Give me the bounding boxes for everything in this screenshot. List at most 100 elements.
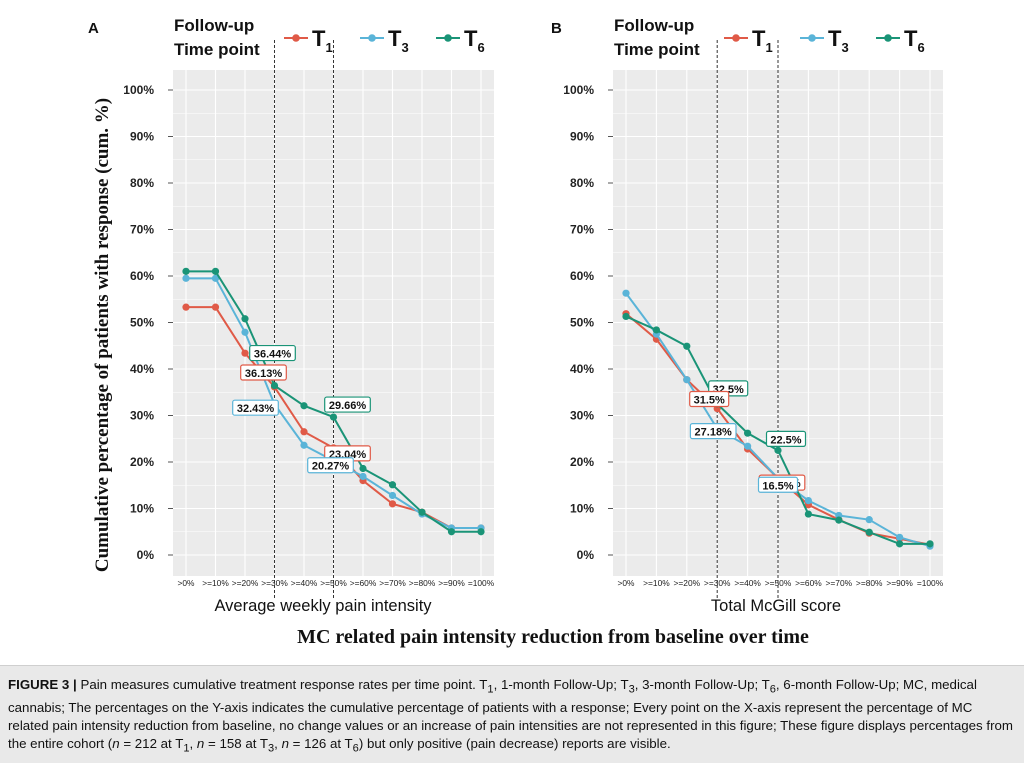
data-point-t6 xyxy=(683,342,691,350)
data-label: 16.5% xyxy=(762,480,793,492)
data-point-t1 xyxy=(182,303,190,311)
data-point-t3 xyxy=(388,491,397,500)
x-tick-label: >=40% xyxy=(734,578,761,588)
data-point-t6 xyxy=(359,464,367,473)
x-tick-label: >=90% xyxy=(886,578,913,588)
caption-text: = 158 at T xyxy=(204,735,268,751)
y-tick-label: 20% xyxy=(570,455,594,469)
data-point-t6 xyxy=(300,402,308,410)
x-tick-label: >=70% xyxy=(826,578,853,588)
y-tick-label: 50% xyxy=(570,316,594,330)
x-tick-label: >=60% xyxy=(350,578,377,588)
legend-label-sub: 6 xyxy=(477,40,484,55)
data-point-t6 xyxy=(865,528,873,536)
data-label-box xyxy=(240,364,287,381)
y-tick-label: 70% xyxy=(130,223,154,237)
legend-key-point xyxy=(732,34,740,42)
x-tick-label: >=80% xyxy=(409,578,436,588)
data-point-t3 xyxy=(241,328,249,336)
panel-title: Total McGill score xyxy=(711,597,841,615)
data-point-t3 xyxy=(359,472,367,481)
legend-title: Time point xyxy=(614,40,700,59)
legend-title: Time point xyxy=(174,40,260,59)
data-point-t6 xyxy=(418,508,426,516)
data-label: 29.66% xyxy=(329,400,367,412)
y-tick-label: 30% xyxy=(130,409,154,423)
y-tick-label: 100% xyxy=(563,83,594,97)
data-point-t6 xyxy=(622,312,630,321)
data-label-box xyxy=(765,430,807,447)
panel-b: B 0% 10% 20% 30% 40% 50% 60% 70% 80% 90% 100% >0% >=1… xyxy=(551,16,944,615)
caption-text: , 1-month Follow-Up; T xyxy=(493,677,629,692)
data-label: 36.13% xyxy=(245,368,283,380)
data-point-t6 xyxy=(926,540,934,548)
legend-title: Follow-up xyxy=(174,16,254,35)
x-tick-label: >0% xyxy=(618,578,636,588)
y-tick-label: 10% xyxy=(570,502,594,516)
caption-text: 3 xyxy=(268,742,275,755)
data-label-box xyxy=(757,476,799,493)
data-label-box xyxy=(689,423,737,440)
legend-key-point xyxy=(884,34,892,42)
legend-key-point xyxy=(444,34,452,42)
x-tick-label: >=10% xyxy=(643,578,670,588)
panel-a: A 0% 10% 20% 30% 40% 50% 60% 70% 80% 90% 100% >0% >=1… xyxy=(88,16,495,615)
y-tick-label: 20% xyxy=(130,455,154,469)
caption-text: 3 xyxy=(628,683,635,696)
caption-text: n xyxy=(112,735,120,751)
data-label: 20.27% xyxy=(312,461,350,473)
legend-label: T6 xyxy=(904,26,925,55)
caption-text: ) but only positive (pain decrease) repo… xyxy=(358,735,671,751)
data-label-box xyxy=(249,344,296,362)
x-tick-label: >0% xyxy=(178,578,196,588)
data-point-t6 xyxy=(329,413,338,421)
data-label: 22.5% xyxy=(770,434,801,446)
y-tick-label: 0% xyxy=(577,548,595,562)
y-tick-label: 40% xyxy=(570,362,594,376)
x-tick-label: >=40% xyxy=(291,578,318,588)
legend-label: T6 xyxy=(464,26,485,55)
y-tick-label: 0% xyxy=(137,548,155,562)
y-tick-label: 80% xyxy=(570,176,594,190)
legend-label: T3 xyxy=(828,26,849,55)
data-point-t1 xyxy=(211,303,220,311)
legend-label-sub: 3 xyxy=(401,40,408,55)
legend-label-sub: 1 xyxy=(765,40,772,55)
panel-letter: A xyxy=(88,20,99,37)
data-point-t1 xyxy=(300,428,308,436)
caption-text: 6 xyxy=(769,683,776,696)
data-label: 32.43% xyxy=(237,403,275,415)
y-tick-label: 60% xyxy=(570,269,594,283)
x-tick-label: >=20% xyxy=(674,578,701,588)
y-tick-label: 50% xyxy=(130,316,154,330)
x-tick-label: =100% xyxy=(468,578,495,588)
panel-title: Average weekly pain intensity xyxy=(214,597,432,615)
data-label: 27.18% xyxy=(695,427,733,439)
data-point-t3 xyxy=(744,442,752,450)
y-axis-label: Cumulative percentage of patients with r… xyxy=(92,98,113,572)
legend-key-point xyxy=(292,34,300,42)
legend: Follow-up Time point T1 T3 T6 xyxy=(614,16,925,59)
caption-text: 1 xyxy=(183,742,190,755)
legend-title: Follow-up xyxy=(614,16,694,35)
data-point-t6 xyxy=(835,516,843,524)
caption-text: = 126 at T xyxy=(288,735,353,751)
legend-label-sub: 6 xyxy=(917,40,924,55)
y-tick-label: 80% xyxy=(130,176,154,190)
y-tick-label: 90% xyxy=(570,130,594,144)
data-point-t6 xyxy=(388,481,397,489)
data-label-box xyxy=(232,399,279,416)
legend-key-point xyxy=(368,34,376,42)
data-point-t6 xyxy=(774,446,782,454)
caption-text: 6 xyxy=(352,742,359,755)
x-tick-label: >=10% xyxy=(202,578,229,588)
x-tick-label: >=20% xyxy=(232,578,259,588)
panel-letter: B xyxy=(551,20,562,37)
data-point-t3 xyxy=(683,376,691,384)
y-tick-label: 60% xyxy=(130,269,154,283)
figure-caption: FIGURE 3 | Pain measures cumulative trea… xyxy=(8,676,1013,757)
data-label-box xyxy=(689,390,730,408)
legend-label: T1 xyxy=(752,26,773,55)
figure: Cumulative percentage of patients with r… xyxy=(88,16,944,648)
legend-label: T1 xyxy=(312,26,333,55)
